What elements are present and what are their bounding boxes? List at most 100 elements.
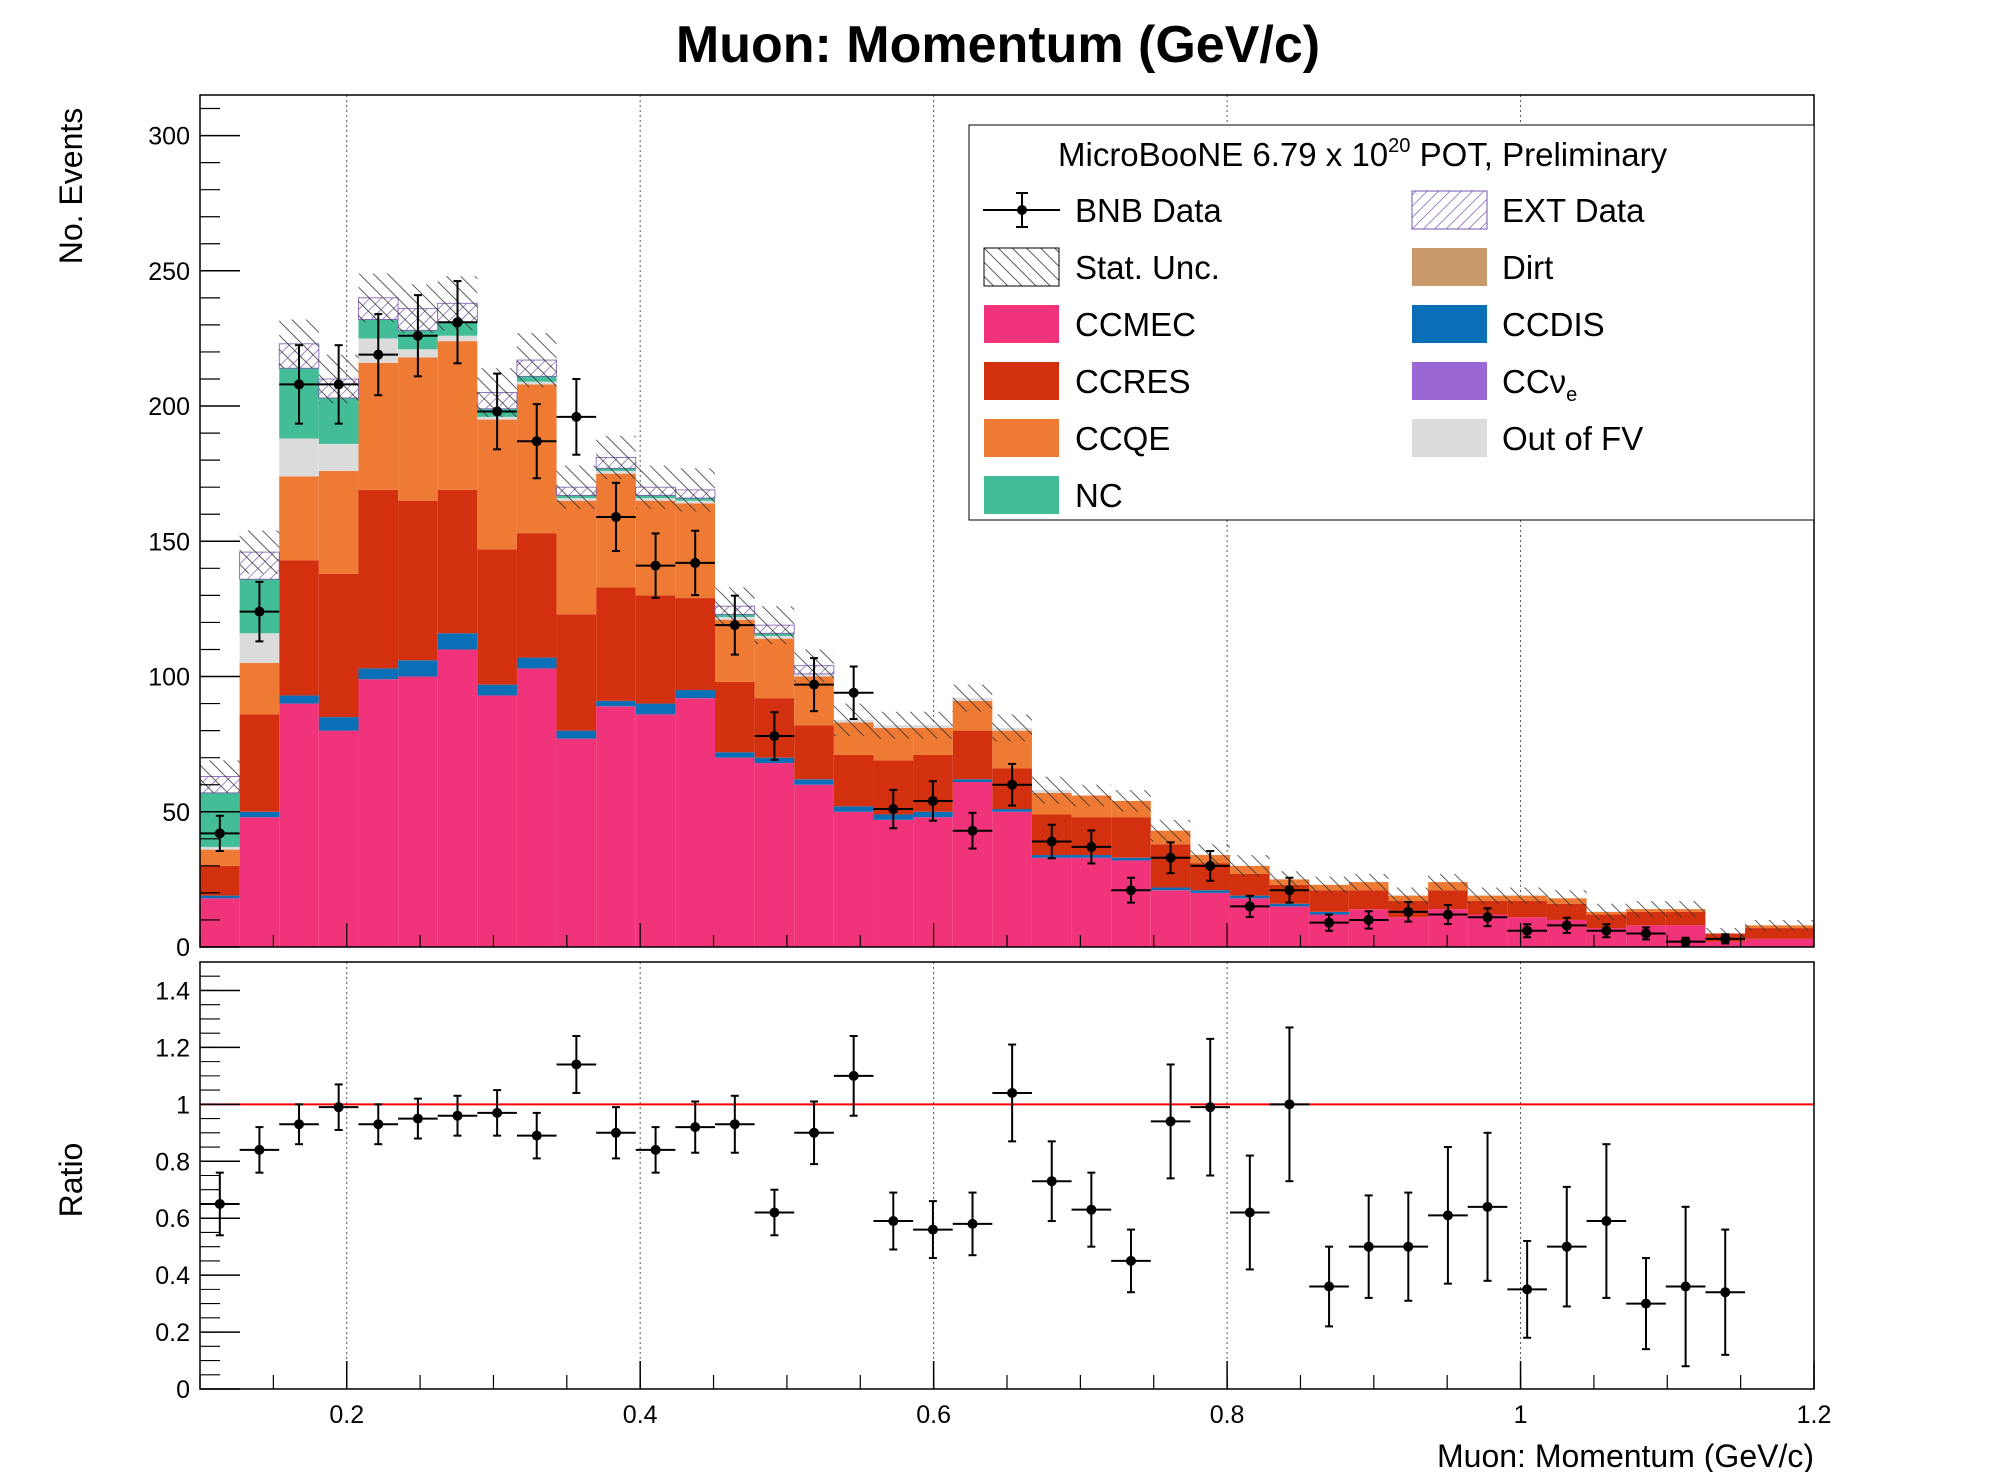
histogram-bar: [239, 663, 280, 715]
y-tick-label: 200: [148, 393, 190, 421]
histogram-bar: [833, 806, 874, 812]
ratio-point: [318, 1083, 359, 1131]
ratio-y-tick-label: 1.4: [155, 977, 190, 1005]
stat-unc-bar: [1388, 887, 1429, 904]
histogram-bar: [279, 703, 319, 947]
data-point: [675, 529, 716, 597]
ratio-point: [1309, 1245, 1349, 1328]
ratio-point: [1665, 1205, 1706, 1368]
legend-label-nc: NC: [1075, 477, 1123, 514]
histogram-bar: [279, 560, 319, 696]
histogram-bar: [1745, 938, 1814, 947]
data-point: [1467, 907, 1508, 928]
histogram-bar: [1428, 890, 1468, 910]
legend-entry-ccdis: CCDIS: [1412, 305, 1605, 343]
data-point: [794, 657, 834, 713]
ratio-y-tick-label: 0.8: [155, 1148, 190, 1176]
ratio-point: [1467, 1131, 1508, 1282]
legend-label-stat-unc: Stat. Unc.: [1075, 249, 1220, 286]
ratio-point: [279, 1103, 319, 1146]
histogram-bar: [398, 500, 438, 661]
histogram-bar: [1269, 903, 1310, 907]
ratio-point: [1031, 1140, 1072, 1223]
ratio-y-tick-label: 0.6: [155, 1205, 190, 1233]
histogram-bar: [318, 443, 359, 471]
series-ccres: [200, 489, 1814, 942]
legend-entry-out-of-fv: Out of FV: [1412, 419, 1643, 457]
stat-unc-bar: [913, 711, 953, 739]
histogram-bar: [1150, 890, 1191, 947]
legend-label-dirt: Dirt: [1502, 249, 1553, 286]
histogram-bar: [437, 649, 478, 947]
data-point: [596, 481, 636, 553]
ratio-pad: 0 0.2 0.4 0.6 0.8 1 1.2 1.4 0.2 0.4 0.6 0.8 1 1.2: [155, 961, 1832, 1429]
stat-unc-bar: [1626, 901, 1666, 918]
ratio-point: [516, 1111, 557, 1160]
x-tick-label: 0.8: [1210, 1401, 1245, 1429]
histogram-bar: [675, 690, 716, 699]
stat-unc-bar: [596, 435, 636, 480]
legend-entry-dirt: Dirt: [1412, 248, 1553, 286]
ratio-point: [754, 1188, 795, 1237]
histogram-bar: [596, 706, 636, 947]
stat-unc-bar: [1745, 919, 1814, 931]
ratio-point: [992, 1043, 1032, 1143]
ratio-point: [556, 1035, 597, 1094]
x-tick-label: 1.2: [1797, 1401, 1832, 1429]
histogram-bar: [833, 754, 874, 807]
histogram-bar: [596, 587, 636, 701]
stat-unc-bar: [200, 760, 240, 793]
ratio-point: [358, 1103, 399, 1146]
histogram-bar: [754, 763, 795, 947]
legend-label-ccqe: CCQE: [1075, 420, 1170, 457]
histogram-bar: [596, 700, 636, 707]
ratio-point: [873, 1191, 914, 1251]
histogram-bar: [437, 341, 478, 490]
histogram-bar: [1071, 857, 1112, 947]
data-point: [1269, 876, 1310, 904]
data-point: [556, 378, 597, 456]
histogram-bar: [1190, 892, 1231, 947]
stat-unc-bar: [675, 468, 716, 512]
histogram-bar: [1031, 857, 1072, 947]
histogram-bar: [675, 598, 716, 691]
histogram-bar: [477, 684, 517, 696]
histogram-bar: [318, 573, 359, 718]
data-point: [1348, 910, 1389, 930]
stat-unc-bar: [516, 333, 557, 388]
histogram-bar: [279, 476, 319, 561]
histogram-bar: [913, 817, 953, 947]
series-ccmec: [200, 649, 1814, 947]
legend-entry-ccqe: CCQE: [984, 419, 1170, 457]
plot-title: Muon: Momentum (GeV/c): [676, 16, 1320, 74]
histogram-bar: [1190, 890, 1231, 893]
stat-unc-bar: [1309, 876, 1349, 893]
ratio-point: [1348, 1194, 1389, 1299]
x-tick-label: 1: [1514, 1401, 1528, 1429]
ratio-point: [952, 1191, 993, 1257]
stat-unc-bar: [1586, 903, 1627, 920]
data-point: [239, 580, 280, 643]
ratio-point: [1190, 1037, 1231, 1177]
ratio-point: [477, 1089, 517, 1137]
legend-label-ccres: CCRES: [1075, 363, 1191, 400]
stat-unc-bar: [1467, 887, 1508, 904]
histogram-bar: [794, 784, 834, 947]
data-point: [1111, 876, 1151, 904]
ratio-point: [239, 1126, 280, 1174]
histogram-bar: [952, 782, 993, 947]
legend-label-bnb-data: BNB Data: [1075, 192, 1222, 229]
histogram-bar: [635, 595, 676, 704]
ratio-point: [1071, 1171, 1112, 1248]
ratio-point: [833, 1035, 874, 1117]
data-point: [1190, 849, 1231, 882]
stat-unc-bar: [1428, 873, 1468, 891]
stat-unc-bar: [239, 530, 280, 574]
data-point: [1071, 829, 1112, 865]
data-point: [913, 780, 953, 822]
histogram-bar: [398, 660, 438, 677]
histogram-bar: [516, 668, 557, 947]
data-point: [437, 280, 478, 365]
histogram-bar: [1309, 911, 1349, 915]
histogram-bar: [239, 817, 280, 947]
